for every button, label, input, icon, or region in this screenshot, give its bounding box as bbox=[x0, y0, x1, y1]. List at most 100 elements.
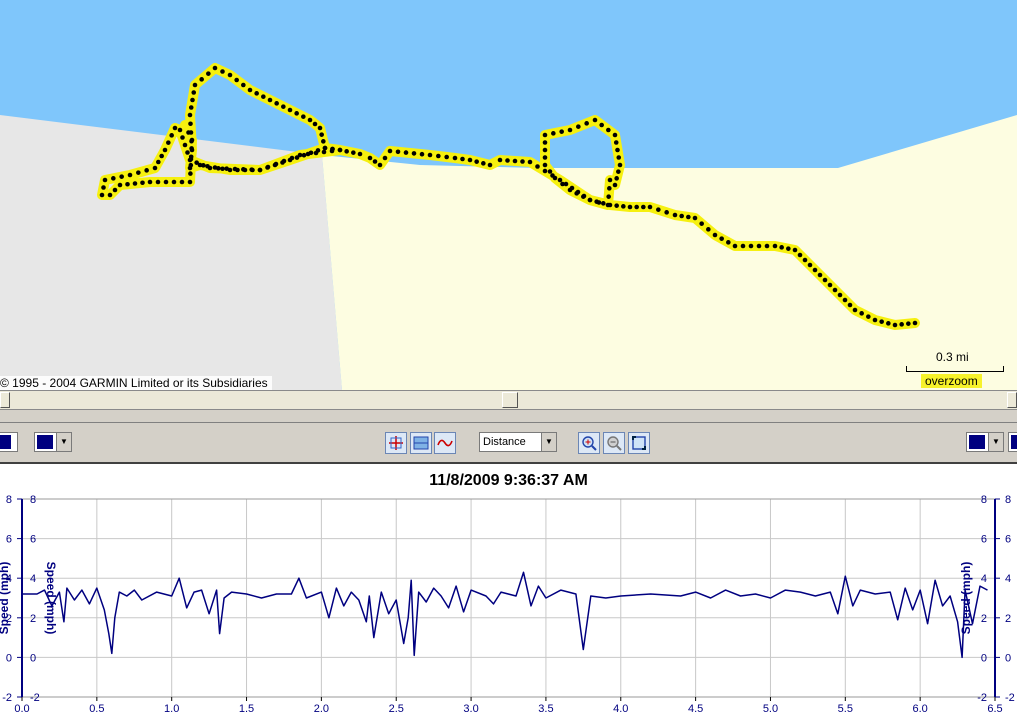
track-point bbox=[159, 153, 164, 159]
track-point bbox=[132, 181, 138, 186]
track-point bbox=[592, 117, 598, 123]
x-axis-select[interactable]: Distance ▼ bbox=[479, 432, 557, 452]
scroll-left-arrow[interactable] bbox=[0, 392, 10, 408]
scroll-thumb[interactable] bbox=[502, 392, 518, 408]
track-point bbox=[474, 159, 479, 164]
map-scale-label: 0.3 mi bbox=[936, 350, 969, 364]
track-point bbox=[241, 82, 246, 88]
crosshair-button[interactable] bbox=[385, 432, 407, 454]
track-point bbox=[136, 170, 141, 175]
map-copyright: © 1995 - 2004 GARMIN Limited or its Subs… bbox=[0, 376, 272, 390]
y-tick-label-inner-left: -2 bbox=[30, 692, 40, 704]
series-color-combo-right[interactable]: ▼ bbox=[966, 432, 1004, 452]
track-point bbox=[377, 162, 383, 168]
track-point bbox=[322, 145, 328, 151]
track-point bbox=[616, 169, 621, 174]
track-point bbox=[201, 163, 206, 168]
track-point bbox=[567, 127, 573, 133]
track-point bbox=[169, 133, 174, 138]
series-color-combo-left-1[interactable] bbox=[0, 432, 18, 452]
map-view[interactable]: © 1995 - 2004 GARMIN Limited or its Subs… bbox=[0, 0, 1017, 390]
track-point bbox=[216, 166, 221, 171]
track-point bbox=[257, 167, 263, 173]
track-point bbox=[319, 132, 324, 137]
track-point bbox=[807, 262, 813, 268]
y-tick-label-left: 8 bbox=[6, 494, 12, 506]
x-axis-select-value: Distance bbox=[483, 436, 526, 448]
track-point bbox=[436, 153, 441, 159]
track-point bbox=[726, 240, 731, 245]
track-point bbox=[395, 149, 401, 155]
chevron-down-icon: ▼ bbox=[988, 433, 1003, 451]
speed-profile-graph[interactable]: 11/8/2009 9:36:37 AM -2 -2 -2 -2 0 0 0 0 2 2 2 2 4 4 4… bbox=[0, 464, 1017, 721]
track-point bbox=[847, 302, 853, 308]
track-point bbox=[188, 105, 194, 110]
speed-series-line[interactable] bbox=[22, 571, 988, 659]
overzoom-badge: overzoom bbox=[921, 374, 982, 388]
chart-canvas[interactable]: -2 -2 -2 -2 0 0 0 0 2 2 2 2 4 4 4 4 6 6 6 6 8 8 8 8 0.0 0.5 1.0 1.5… bbox=[0, 464, 1017, 721]
scroll-right-arrow[interactable] bbox=[1007, 392, 1017, 408]
track-point bbox=[520, 159, 525, 164]
pane-splitter[interactable] bbox=[0, 410, 1017, 423]
y-tick-label-left: 4 bbox=[6, 573, 12, 585]
track-point bbox=[607, 186, 612, 191]
series-color-combo-right-2[interactable] bbox=[1008, 432, 1017, 452]
track-point bbox=[344, 149, 349, 154]
track-point bbox=[387, 148, 393, 154]
chart-title: 11/8/2009 9:36:37 AM bbox=[429, 472, 588, 489]
track-point bbox=[232, 166, 238, 172]
track-point bbox=[274, 101, 279, 106]
track-point bbox=[560, 181, 565, 187]
track-point bbox=[563, 181, 569, 187]
track-point bbox=[152, 165, 158, 171]
track-point bbox=[140, 180, 145, 186]
track-point bbox=[99, 192, 105, 198]
track-point bbox=[307, 117, 313, 123]
track-point bbox=[382, 155, 388, 161]
track-point bbox=[427, 152, 433, 158]
track-point bbox=[460, 156, 465, 162]
track-point bbox=[827, 282, 833, 288]
zoom-in-button[interactable] bbox=[578, 432, 600, 454]
graph-panes-button[interactable] bbox=[410, 432, 432, 454]
map-canvas[interactable] bbox=[0, 0, 1017, 390]
map-horizontal-scrollbar[interactable] bbox=[0, 390, 1017, 410]
track-point bbox=[297, 152, 303, 158]
track-point bbox=[189, 137, 195, 143]
track-point bbox=[273, 161, 279, 167]
x-tick-label: 4.5 bbox=[688, 703, 703, 715]
track-point bbox=[186, 130, 191, 135]
zoom-out-icon bbox=[607, 436, 622, 451]
profile-graph-button[interactable] bbox=[434, 432, 456, 454]
x-tick-label: 1.0 bbox=[164, 703, 179, 715]
track-point bbox=[692, 215, 698, 221]
track-point bbox=[852, 307, 858, 313]
track-point bbox=[912, 320, 918, 326]
y-axis-title-right: Speed (mph) bbox=[959, 562, 973, 635]
track-point bbox=[305, 151, 311, 157]
track-point bbox=[872, 317, 878, 323]
x-tick-label: 6.5 bbox=[987, 703, 1002, 715]
track-point bbox=[212, 65, 218, 71]
track-point bbox=[188, 171, 193, 176]
track-point bbox=[812, 267, 818, 273]
track-point bbox=[267, 97, 273, 103]
track-point bbox=[197, 162, 203, 168]
zoom-fit-button[interactable] bbox=[628, 432, 650, 454]
track-point bbox=[249, 167, 254, 172]
y-tick-label-inner-right: 8 bbox=[981, 494, 987, 506]
land-gray bbox=[0, 115, 342, 390]
track-point bbox=[542, 168, 548, 174]
y-axis-title-outer-left: Speed (mph) bbox=[0, 562, 11, 635]
x-tick-label: 6.0 bbox=[913, 703, 928, 715]
track-point bbox=[719, 236, 724, 241]
y-tick-label-left: 2 bbox=[6, 613, 12, 625]
track-point bbox=[792, 247, 798, 253]
track-point bbox=[740, 243, 746, 249]
track-point bbox=[180, 135, 185, 140]
track-point bbox=[187, 112, 193, 118]
track-point bbox=[190, 97, 195, 103]
series-color-combo-left-2[interactable]: ▼ bbox=[34, 432, 72, 452]
track-point bbox=[111, 176, 116, 181]
zoom-out-button[interactable] bbox=[603, 432, 625, 454]
